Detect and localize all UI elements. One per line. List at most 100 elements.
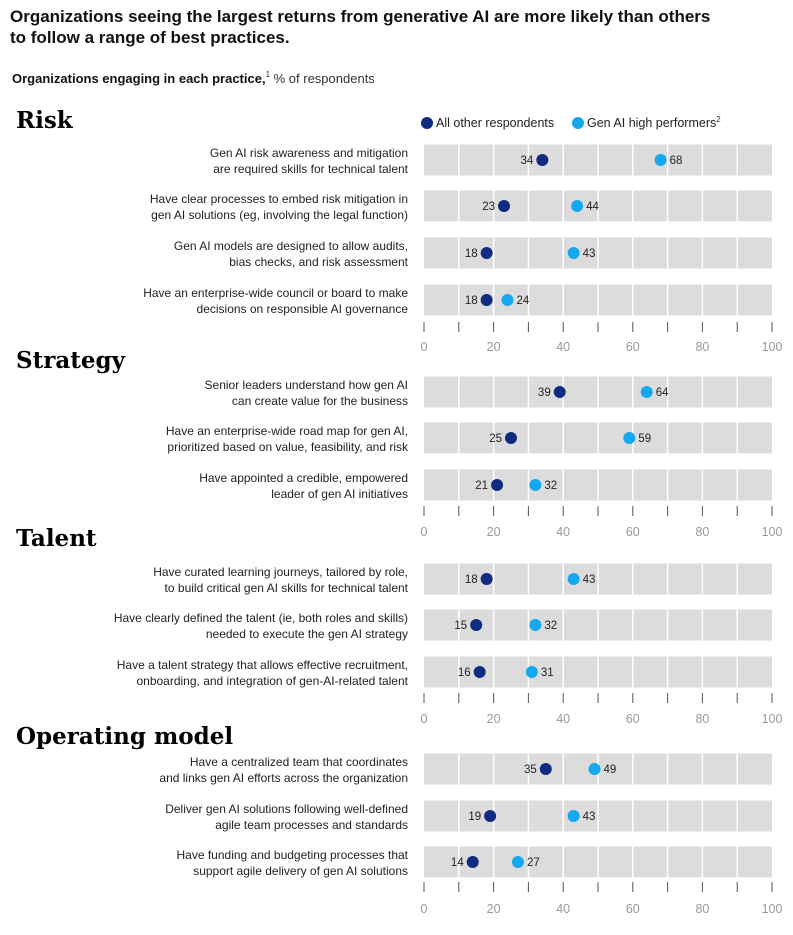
dot-all-other-respondents bbox=[536, 154, 549, 166]
dot-all-other-respondents bbox=[505, 432, 517, 444]
subtitle-unit: % of respondents bbox=[270, 71, 375, 86]
x-axis: 0 20 40 60 80 100 bbox=[421, 693, 782, 726]
value-label-high-performers: 43 bbox=[583, 248, 596, 260]
axis-tick-label: 20 bbox=[487, 902, 501, 916]
axis-tick-label: 20 bbox=[487, 525, 501, 539]
axis-tick-label: 0 bbox=[421, 902, 428, 916]
dot-high-performers bbox=[640, 386, 653, 398]
dot-all-other-respondents bbox=[498, 200, 511, 212]
practice-row: Have curated learning journeys, tailored… bbox=[153, 563, 772, 595]
axis-tick-label: 60 bbox=[626, 902, 640, 916]
practice-row: Have appointed a credible, empowered lead… bbox=[199, 469, 772, 501]
section-heading: Risk bbox=[16, 107, 74, 134]
axis-tick-label: 60 bbox=[626, 525, 640, 539]
axis-tick-label: 0 bbox=[421, 340, 428, 354]
row-label: and links gen AI efforts across the orga… bbox=[159, 771, 408, 785]
value-label-high-performers: 49 bbox=[604, 764, 617, 776]
dot-all-other-respondents bbox=[480, 573, 493, 585]
dot-all-other-respondents bbox=[484, 810, 497, 822]
dot-high-performers bbox=[588, 763, 601, 775]
axis-tick-label: 100 bbox=[762, 340, 783, 354]
value-label-others: 18 bbox=[465, 574, 478, 586]
value-label-others: 23 bbox=[482, 201, 495, 213]
axis-tick-label: 20 bbox=[487, 340, 501, 354]
value-label-others: 15 bbox=[454, 620, 467, 632]
practice-row: Have an enterprise-wide council or board… bbox=[143, 284, 772, 316]
value-label-others: 18 bbox=[465, 295, 478, 307]
row-label: to build critical gen AI skills for tech… bbox=[165, 581, 409, 595]
practice-row: Senior leaders understand how gen AI can … bbox=[205, 376, 772, 408]
practice-row: Have a centralized team that coordinates… bbox=[159, 753, 772, 785]
value-label-high-performers: 24 bbox=[517, 295, 530, 307]
value-label-high-performers: 43 bbox=[583, 811, 596, 823]
row-label: leader of gen AI initiatives bbox=[271, 487, 408, 501]
x-axis: 0 20 40 60 80 100 bbox=[421, 882, 782, 916]
practice-row: Gen AI models are designed to allow audi… bbox=[174, 237, 772, 269]
row-label: Have an enterprise-wide council or board… bbox=[143, 286, 408, 300]
practice-row: Have an enterprise-wide road map for gen… bbox=[166, 422, 772, 454]
legend: All other respondents Gen AI high perform… bbox=[421, 115, 721, 130]
row-label: Senior leaders understand how gen AI bbox=[205, 378, 408, 392]
practice-row: Have funding and budgeting processes tha… bbox=[177, 846, 772, 878]
dot-high-performers bbox=[654, 154, 667, 166]
section-strategy: Strategy Senior leaders understand how ge… bbox=[16, 347, 782, 539]
dot-high-performers bbox=[529, 479, 542, 491]
value-label-others: 19 bbox=[468, 811, 481, 823]
value-label-high-performers: 43 bbox=[583, 574, 596, 586]
row-label: gen AI solutions (eg, involving the lega… bbox=[151, 208, 408, 222]
value-label-high-performers: 44 bbox=[586, 201, 599, 213]
axis-tick-label: 100 bbox=[762, 525, 783, 539]
value-label-others: 16 bbox=[458, 667, 471, 679]
row-label: support agile delivery of gen AI solutio… bbox=[193, 864, 408, 878]
x-axis: 0 20 40 60 80 100 bbox=[421, 322, 783, 354]
value-label-high-performers: 32 bbox=[544, 620, 557, 632]
subtitle-bold: Organizations engaging in each practice, bbox=[12, 71, 266, 86]
practice-row: Have clear processes to embed risk mitig… bbox=[150, 190, 772, 222]
chart-title-line: to follow a range of best practices. bbox=[10, 28, 290, 47]
practice-row: Deliver gen AI solutions following well-… bbox=[165, 800, 772, 832]
axis-tick-label: 0 bbox=[421, 525, 428, 539]
row-label: can create value for the business bbox=[232, 394, 408, 408]
axis-tick-label: 60 bbox=[626, 340, 640, 354]
legend-footnote-mark: 2 bbox=[716, 115, 721, 124]
section-heading: Strategy bbox=[16, 347, 126, 374]
dot-high-performers bbox=[567, 573, 580, 585]
dot-all-other-respondents bbox=[480, 294, 493, 306]
row-label: decisions on responsible AI governance bbox=[197, 302, 409, 316]
row-label: Have a centralized team that coordinates bbox=[190, 755, 408, 769]
row-label: Have curated learning journeys, tailored… bbox=[153, 565, 408, 579]
row-label: Have clearly defined the talent (ie, bot… bbox=[114, 611, 408, 625]
axis-tick-label: 40 bbox=[556, 902, 570, 916]
dot-high-performers bbox=[501, 294, 514, 306]
value-label-others: 39 bbox=[538, 387, 551, 399]
axis-tick-label: 80 bbox=[695, 712, 709, 726]
dot-all-other-respondents bbox=[466, 856, 479, 868]
section-risk: Risk Gen AI risk awareness and mitigation… bbox=[16, 107, 782, 354]
axis-tick-label: 40 bbox=[556, 340, 570, 354]
dot-all-other-respondents bbox=[480, 247, 493, 259]
practice-row: Have clearly defined the talent (ie, bot… bbox=[114, 609, 772, 641]
value-label-high-performers: 31 bbox=[541, 667, 554, 679]
axis-tick-label: 80 bbox=[695, 525, 709, 539]
dot-all-other-respondents bbox=[553, 386, 566, 398]
value-label-high-performers: 32 bbox=[544, 480, 557, 492]
section-heading: Talent bbox=[16, 525, 97, 552]
row-label: Have a talent strategy that allows effec… bbox=[117, 658, 408, 672]
dot-high-performers bbox=[529, 619, 542, 631]
row-label: are required skills for technical talent bbox=[213, 162, 408, 176]
axis-tick-label: 40 bbox=[556, 712, 570, 726]
section-heading: Operating model bbox=[16, 723, 233, 750]
row-label: bias checks, and risk assessment bbox=[229, 255, 408, 269]
axis-tick-label: 40 bbox=[556, 525, 570, 539]
value-label-high-performers: 68 bbox=[670, 155, 683, 167]
value-label-high-performers: 64 bbox=[656, 387, 669, 399]
dot-all-other-respondents bbox=[491, 479, 504, 491]
axis-tick-label: 20 bbox=[487, 712, 501, 726]
row-label: agile team processes and standards bbox=[215, 818, 408, 832]
value-label-others: 34 bbox=[521, 155, 534, 167]
axis-tick-label: 0 bbox=[421, 712, 428, 726]
dot-high-performers bbox=[511, 856, 524, 868]
section-operating-model: Operating model Have a centralized team t… bbox=[16, 723, 782, 916]
row-label: Gen AI models are designed to allow audi… bbox=[174, 239, 408, 253]
